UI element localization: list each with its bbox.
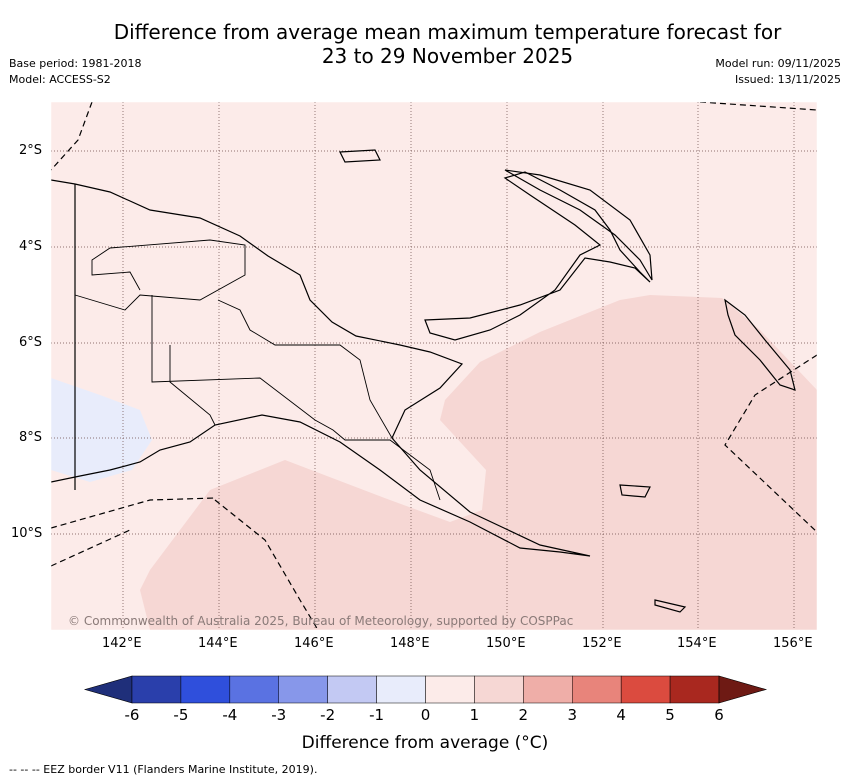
colorbar-tick-label: 6 [714,706,724,724]
new-ireland-coast [504,169,653,281]
lat-tick: 2°S [19,143,43,158]
colorbar-segment [131,675,182,704]
meta-left: Base period: 1981-2018 Model: ACCESS-S2 [9,56,141,88]
colorbar [83,675,768,704]
colorbar-tick-label: 3 [567,706,578,724]
colorbar-tick-label: -1 [369,706,385,724]
lat-tick: 10°S [11,526,43,541]
colorbar-segment [474,675,524,704]
model-name: Model: ACCESS-S2 [9,73,111,86]
lon-tick: 144°E [198,636,238,651]
region-anomaly-neg1-0 [51,378,152,482]
colorbar-segment [669,675,720,704]
lat-tick: 8°S [19,430,43,445]
colorbar-tick-label: -4 [222,706,238,724]
gridlines [51,102,817,630]
trobriand-islands [619,484,651,498]
colorbar-tick-label: 5 [665,706,675,724]
colorbar-segment [620,675,671,704]
colorbar-segment [425,675,475,704]
issued-date: Issued: 13/11/2025 [734,73,841,86]
region-anomaly-1-2 [140,295,817,630]
lon-tick: 148°E [390,636,430,651]
colorbar-tick-label: -2 [320,706,336,724]
copyright-text: © Commonwealth of Australia 2025, Bureau… [68,614,574,628]
colorbar-title: Difference from average (°C) [301,733,549,753]
provincial-boundary [151,295,441,501]
colorbar-tick-label: -3 [271,706,287,724]
lon-tick: 156°E [773,636,813,651]
eez-borders [51,102,817,630]
coastlines [51,149,796,613]
colorbar-segment [327,675,377,704]
base-period: Base period: 1981-2018 [9,57,142,70]
title-line-2: 23 to 29 November 2025 [321,44,574,68]
lat-tick: 4°S [19,239,43,254]
colorbar-tick-label: 0 [420,706,431,724]
new-britain-coast [424,171,651,341]
lat-tick: 6°S [19,335,43,350]
mainland-coast [51,179,591,557]
map-title: Difference from average mean maximum tem… [0,20,850,68]
colorbar-tick-label: 1 [469,706,480,724]
colorbar-segment [229,675,279,704]
lon-tick: 150°E [486,636,526,651]
provincial-boundaries [74,239,246,311]
provincial-boundary [217,299,393,439]
eez-footnote: -- -- -- EEZ border V11 (Flanders Marine… [9,763,318,776]
colorbar-extend-high [718,675,768,704]
lon-tick: 146°E [294,636,334,651]
manus-island [339,149,381,163]
colorbar-tick-label: -5 [173,706,189,724]
model-run: Model run: 09/11/2025 [715,57,841,70]
lon-tick: 152°E [582,636,622,651]
colorbar-extend-low [83,675,133,704]
meta-right: Model run: 09/11/2025 Issued: 13/11/2025 [715,56,841,88]
colorbar-segment [523,675,573,704]
colorbar-segment [572,675,622,704]
lon-tick: 154°E [677,636,717,651]
provincial-boundary [169,345,216,426]
bougainville-coast [724,298,796,391]
title-line-1: Difference from average mean maximum tem… [113,20,782,44]
colorbar-segment [278,675,328,704]
colorbar-segment [376,675,426,704]
lon-tick: 142°E [102,636,142,651]
colorbar-tick-label: -6 [124,706,140,724]
rossel-island [654,599,687,613]
colorbar-segment [180,675,231,704]
colorbar-tick-label: 4 [616,706,626,724]
colorbar-tick-label: 2 [518,706,529,724]
